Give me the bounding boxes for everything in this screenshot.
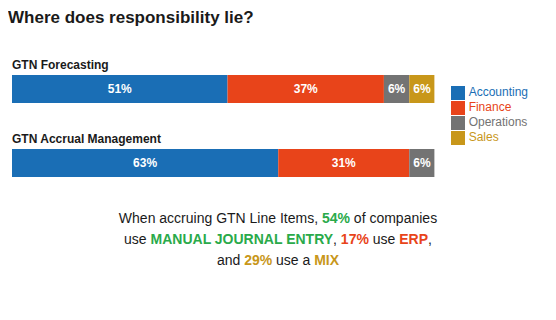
html-text:Finance: Finance xyxy=(468,100,512,115)
html-text:Sales: Sales xyxy=(468,129,499,144)
svg-text:6%: 6% xyxy=(413,82,431,96)
html-text:When accruing GTN Line Items,: When accruing GTN Line Items, 54% of com… xyxy=(118,210,438,226)
html-text:use MANUAL JOURNAL ENTRY, 17%: use MANUAL JOURNAL ENTRY, 17% use ERP, xyxy=(124,231,432,247)
svg-text:51%: 51% xyxy=(108,82,132,96)
svg-text:GTN Accrual Management: GTN Accrual Management xyxy=(12,132,161,146)
html-text:Accounting: Accounting xyxy=(468,85,528,100)
html-text:and 29% use a MIX: and 29% use a MIX xyxy=(216,252,340,268)
html-text:Where does responsibility lie?: Where does responsibility lie? xyxy=(8,8,254,27)
svg-text:37%: 37% xyxy=(294,82,318,96)
svg-text:6%: 6% xyxy=(413,156,431,170)
svg-text:GTN Forecasting: GTN Forecasting xyxy=(12,58,109,72)
svg-text:6%: 6% xyxy=(388,82,406,96)
svg-text:31%: 31% xyxy=(332,156,356,170)
svg-text:63%: 63% xyxy=(133,156,157,170)
html-text:Operations: Operations xyxy=(468,115,528,129)
